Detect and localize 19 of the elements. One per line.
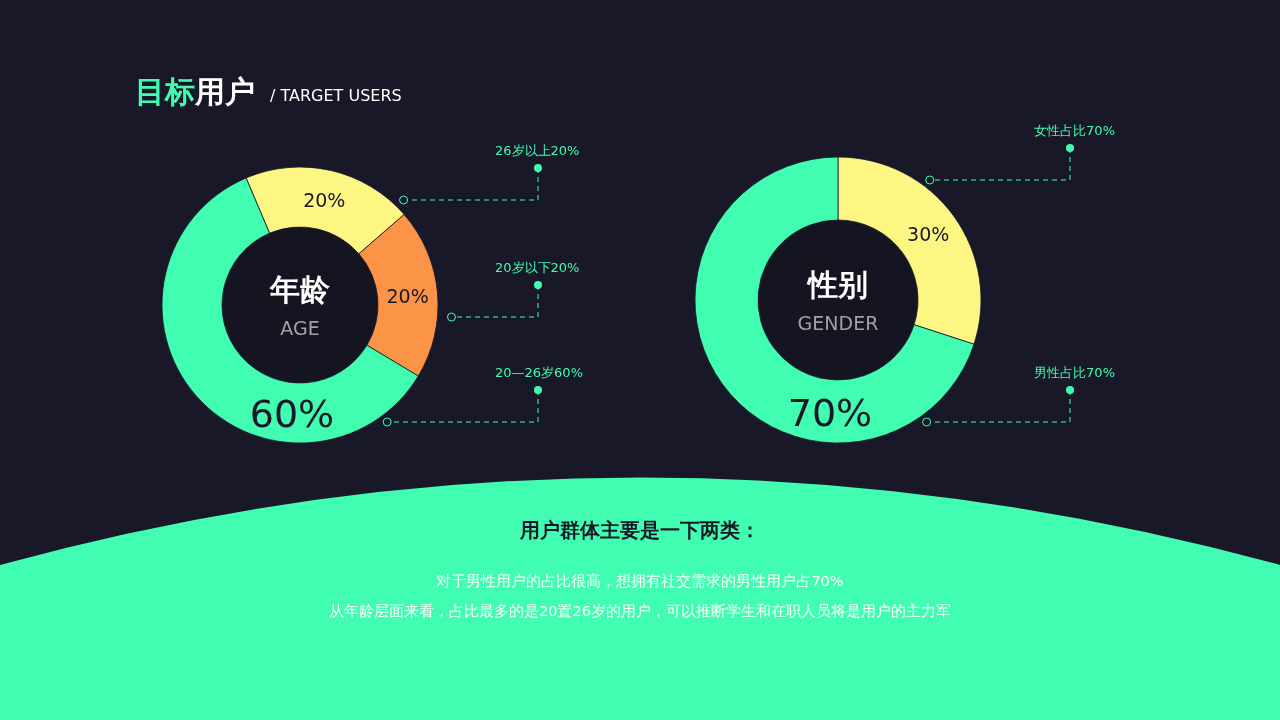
data-label: 20% (303, 188, 346, 211)
text: GENDER (797, 312, 879, 334)
slice-label: 20—26岁60% (495, 365, 583, 380)
slice-label: 20岁以下20% (495, 260, 580, 275)
text: 性别 (806, 267, 868, 302)
text: 用户群体主要是一下两类： (519, 518, 760, 542)
text: / TARGET USERS (270, 86, 402, 105)
slice-label: 女性占比70% (1034, 123, 1115, 138)
text: 目标用户 (135, 74, 255, 109)
slice-label: 男性占比70% (1034, 365, 1115, 380)
data-label: 60% (249, 392, 335, 436)
data-label: 30% (907, 223, 950, 246)
data-label: 20% (386, 284, 429, 307)
text: 年龄 (269, 272, 331, 307)
text: AGE (280, 317, 320, 339)
slice-label: 26岁以上20% (495, 143, 580, 158)
text: 从年龄层面来看，占比最多的是20置26岁的用户，可以推断学生和在职人员将是用户的主力军 (329, 603, 951, 619)
data-label: 70% (787, 390, 873, 435)
text: 对于男性用户的占比很高，想拥有社交需求的男性用户占70% (436, 573, 844, 589)
